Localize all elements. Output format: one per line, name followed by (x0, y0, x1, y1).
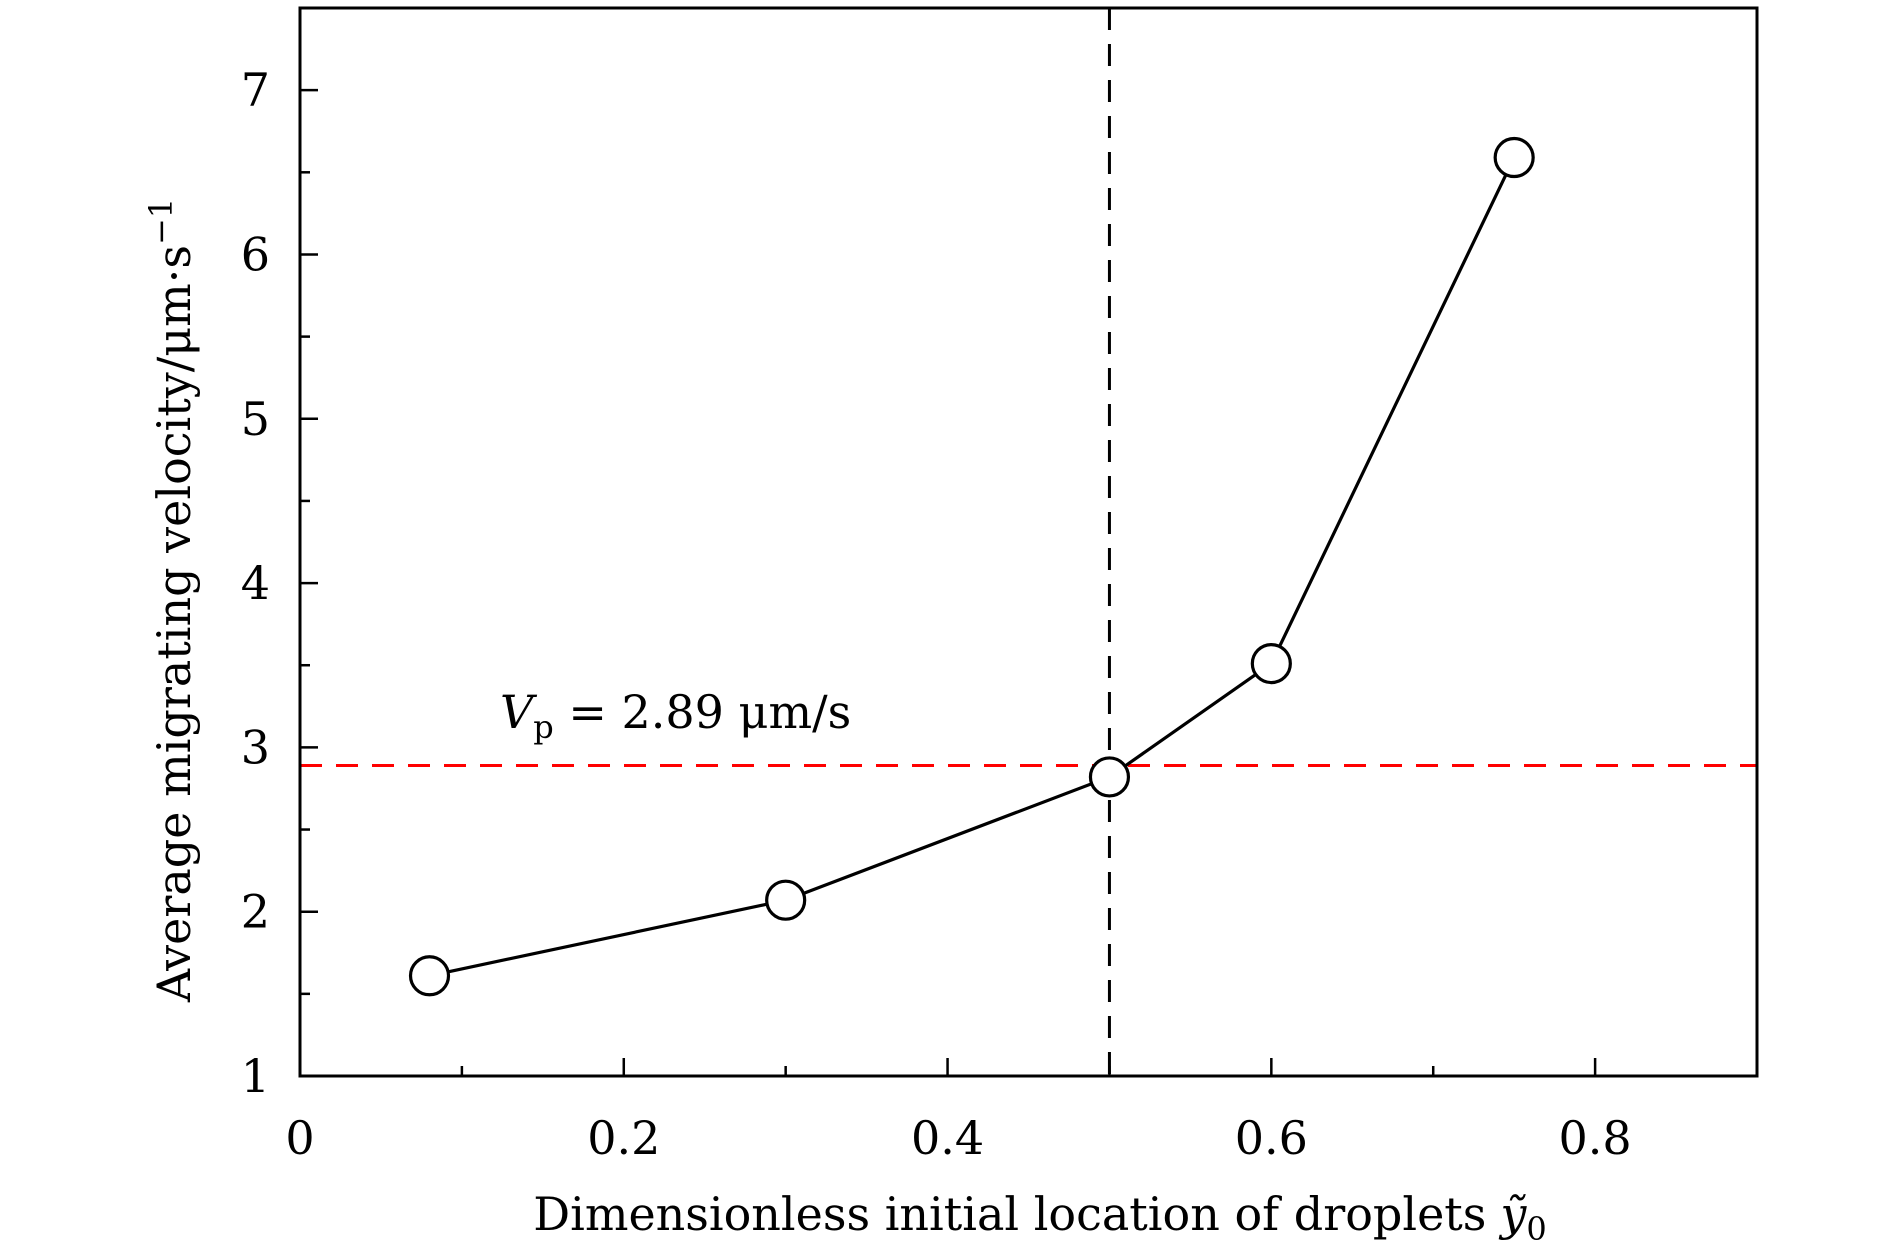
vp-annotation-symbol: V (500, 685, 538, 739)
x-tick-label: 0.4 (911, 1111, 984, 1165)
x-tick-label: 0.8 (1559, 1111, 1632, 1165)
y-tick-label: 4 (241, 556, 270, 610)
x-axis-title: Dimensionless initial location of drople… (533, 1187, 1547, 1248)
x-tick-label: 0.2 (587, 1111, 660, 1165)
series-layer (408, 136, 1535, 997)
x-axis-title-subscript: 0 (1526, 1210, 1546, 1248)
plot-frame (298, 6, 1759, 1078)
y-tick-label: 1 (241, 1049, 270, 1103)
y-axis-title-text: Average migrating velocity/μm·s (147, 245, 201, 1003)
data-point (765, 879, 807, 921)
y-tick-label: 3 (241, 720, 270, 774)
y-tick-label: 5 (241, 392, 270, 446)
y-axis-title-superscript: −1 (142, 198, 180, 245)
minor-ticks (300, 171, 1435, 1076)
data-point (1250, 642, 1292, 685)
y-tick-label: 6 (241, 227, 270, 281)
y-axis-title: Average migrating velocity/μm·s−1 (142, 198, 201, 1003)
reference-lines (300, 8, 1757, 1076)
data-point (408, 955, 451, 997)
x-axis-title-text: Dimensionless initial location of drople… (533, 1187, 1486, 1241)
x-tick-labels: 0 0.2 0.4 0.6 0.8 (285, 1111, 1631, 1165)
vp-annotation: Vp = 2.89 μm/s (500, 685, 851, 746)
x-tick-label: 0.6 (1235, 1111, 1308, 1165)
x-tick-label: 0 (285, 1111, 314, 1165)
y-tick-label: 7 (241, 63, 270, 117)
x-axis-title-symbol: ỹ (1498, 1187, 1527, 1241)
vp-annotation-value: = 2.89 μm/s (554, 685, 851, 739)
y-tick-labels: 1 2 3 4 5 6 7 (241, 63, 270, 1103)
data-point (1088, 756, 1131, 798)
vp-annotation-subscript: p (533, 708, 553, 746)
y-tick-label: 2 (241, 885, 270, 939)
data-point (1493, 136, 1535, 179)
